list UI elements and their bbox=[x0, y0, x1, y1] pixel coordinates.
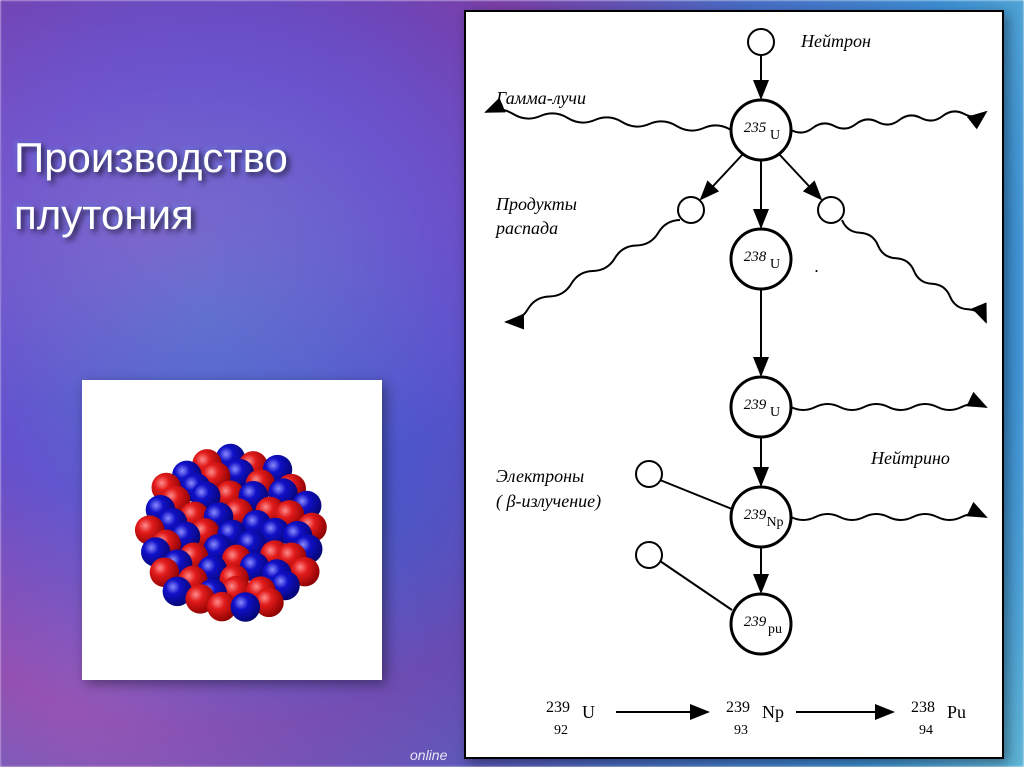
svg-text:239: 239 bbox=[744, 397, 767, 413]
svg-text:93: 93 bbox=[734, 723, 748, 738]
nucleus-illustration-box bbox=[82, 380, 382, 680]
svg-text:239: 239 bbox=[744, 507, 767, 523]
svg-text:238: 238 bbox=[744, 249, 767, 265]
svg-text:.: . bbox=[814, 256, 819, 276]
svg-text:Электроны: Электроны bbox=[496, 466, 584, 486]
svg-text:U: U bbox=[582, 702, 595, 722]
svg-text:pu: pu bbox=[768, 622, 782, 637]
svg-text:239: 239 bbox=[726, 699, 750, 716]
svg-text:Np: Np bbox=[766, 515, 783, 530]
svg-text:92: 92 bbox=[554, 723, 568, 738]
reaction-diagram-svg: 235U238U239U239Np239puНейтронГамма-лучиП… bbox=[466, 12, 1002, 757]
nucleus-svg bbox=[102, 400, 362, 660]
title-line-2: плутония bbox=[14, 191, 194, 238]
svg-text:94: 94 bbox=[919, 723, 933, 738]
svg-text:Нейтрино: Нейтрино bbox=[870, 448, 950, 468]
svg-text:U: U bbox=[770, 405, 780, 420]
svg-text:распада: распада bbox=[494, 218, 558, 238]
nucleus-cluster bbox=[135, 444, 327, 622]
svg-text:Продукты: Продукты bbox=[495, 194, 577, 214]
svg-text:235: 235 bbox=[744, 120, 767, 136]
svg-text:Pu: Pu bbox=[947, 702, 966, 722]
svg-text:238: 238 bbox=[911, 699, 935, 716]
svg-text:Гамма-лучи: Гамма-лучи bbox=[495, 88, 586, 108]
reaction-diagram-panel: 235U238U239U239Np239puНейтронГамма-лучиП… bbox=[464, 10, 1004, 759]
svg-text:Np: Np bbox=[762, 702, 784, 722]
watermark: online bbox=[410, 747, 447, 763]
svg-text:239: 239 bbox=[744, 614, 767, 630]
svg-text:Нейтрон: Нейтрон bbox=[800, 31, 871, 51]
title-line-1: Производство bbox=[14, 134, 288, 181]
svg-text:( β-излучение): ( β-излучение) bbox=[496, 491, 601, 512]
slide-title: Производство плутония bbox=[14, 130, 288, 243]
svg-text:U: U bbox=[770, 128, 780, 143]
svg-text:U: U bbox=[770, 257, 780, 272]
svg-text:239: 239 bbox=[546, 699, 570, 716]
